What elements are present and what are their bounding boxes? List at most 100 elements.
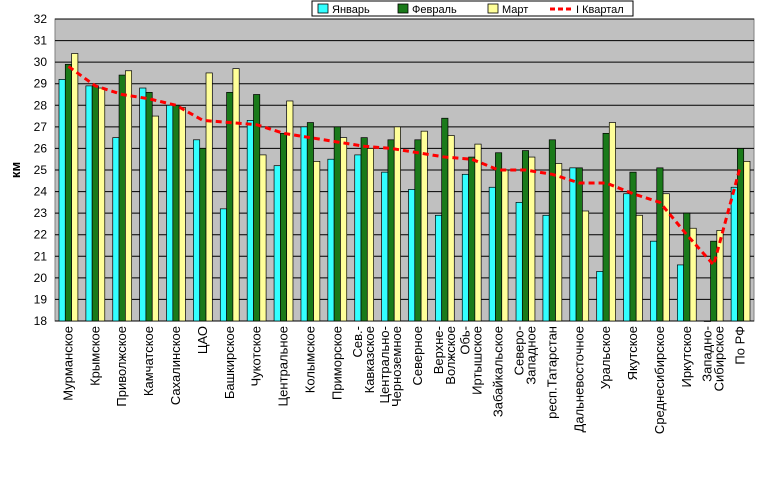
x-tick-label: Камчатское: [141, 326, 156, 396]
bar-february: [226, 91, 234, 322]
bar-february: [468, 156, 476, 322]
bar-march: [313, 161, 321, 322]
bar-march: [555, 163, 563, 322]
y-tick-label: 21: [34, 249, 48, 263]
x-tick-label: Центрально-: [377, 326, 392, 404]
bar-february: [280, 132, 288, 322]
bar-january: [730, 186, 738, 322]
bar-february: [253, 94, 261, 322]
y-tick-label: 27: [34, 120, 48, 134]
x-tick-label: Чукотское: [249, 326, 264, 387]
bar-march: [178, 107, 186, 322]
bar-march: [582, 210, 590, 322]
bar-february: [602, 132, 610, 322]
bar-february: [333, 126, 341, 322]
bar-january: [166, 104, 174, 322]
y-tick-label: 31: [34, 34, 48, 48]
bar-january: [85, 85, 93, 322]
bar-march: [151, 115, 159, 322]
bar-january: [193, 139, 201, 322]
x-tick-label: Колымское: [302, 326, 317, 393]
quarter-line-series: [67, 65, 743, 268]
bar-march: [393, 126, 401, 322]
x-tick-label: респ.Татарстан: [544, 326, 559, 419]
x-tick-label: По РФ: [733, 326, 748, 365]
legend-box: [311, 0, 634, 17]
bar-february: [64, 63, 72, 322]
x-tick-label: Верхне-: [431, 326, 446, 374]
bar-january: [596, 271, 604, 322]
y-tick-label: 18: [34, 314, 48, 328]
legend-label: I Квартал: [576, 4, 624, 16]
y-tick-label: 26: [34, 141, 48, 155]
bar-february: [683, 212, 691, 322]
bar-march: [662, 193, 670, 322]
bar-february: [118, 74, 126, 322]
x-tick-label: Дальневосточное: [571, 326, 586, 432]
legend-swatch: [397, 3, 409, 14]
bar-february: [145, 91, 153, 322]
bar-march: [205, 72, 213, 322]
bar-january: [435, 214, 443, 322]
x-tick-label: Сибирское: [712, 326, 727, 391]
bar-march: [259, 154, 267, 322]
bar-march: [501, 169, 509, 322]
x-tick-label: Мурманское: [60, 326, 75, 401]
bar-february: [306, 122, 314, 322]
bar-january: [246, 120, 254, 322]
legend-swatch: [487, 3, 499, 14]
x-tick-label: Кавказское: [362, 326, 377, 393]
bar-february: [441, 117, 449, 322]
bar-january: [488, 186, 496, 322]
bar-january: [354, 154, 362, 322]
bar-january: [273, 165, 281, 322]
bar-march: [447, 135, 455, 322]
y-tick-label: 25: [34, 163, 48, 177]
x-tick-label: Черноземное: [389, 326, 404, 407]
bar-march: [125, 70, 133, 322]
bar-february: [172, 104, 180, 322]
x-tick-label: Иркутское: [679, 326, 694, 388]
bar-march: [286, 100, 294, 322]
bar-january: [58, 79, 66, 322]
y-tick-label: 20: [34, 271, 48, 285]
legend-label: Февраль: [412, 4, 457, 16]
bar-february: [629, 171, 637, 322]
bar-march: [366, 148, 374, 322]
x-tick-label: Крымское: [87, 326, 102, 386]
legend-label: Март: [502, 4, 528, 16]
bars: [58, 53, 751, 322]
bar-february: [199, 148, 207, 322]
bar-january: [676, 264, 684, 322]
bar-january: [139, 87, 147, 322]
bar-january: [408, 189, 416, 322]
y-tick-label: 23: [34, 206, 48, 220]
bar-january: [327, 158, 335, 322]
bar-january: [461, 173, 469, 322]
bar-february: [575, 167, 583, 322]
bar-january: [650, 240, 658, 322]
bar-march: [608, 122, 616, 322]
bar-february: [387, 139, 395, 322]
bar-february: [414, 139, 422, 322]
bar-january: [381, 171, 389, 322]
y-tick-label: 28: [34, 98, 48, 112]
bar-february: [495, 152, 503, 322]
legend-swatch: [317, 3, 329, 14]
y-tick-label: 29: [34, 77, 48, 91]
bar-january: [703, 320, 711, 322]
legend: Январь Февраль Март I Квартал: [311, 0, 634, 17]
bar-february: [710, 240, 718, 322]
x-tick-label: Обь-: [458, 326, 473, 355]
x-tick-label: Приволжское: [114, 326, 129, 407]
bar-march: [71, 53, 79, 322]
bar-march: [98, 87, 106, 322]
x-tick-label: Северо-: [511, 326, 526, 375]
x-tick-label: Забайкальское: [491, 326, 506, 417]
bar-january: [300, 126, 308, 322]
x-axis: Мурманское Крымское Приволжское Камчатское С…: [60, 326, 747, 434]
bar-march: [340, 137, 348, 322]
x-tick-label: Приморское: [329, 326, 344, 400]
legend-label: Январь: [332, 4, 370, 16]
